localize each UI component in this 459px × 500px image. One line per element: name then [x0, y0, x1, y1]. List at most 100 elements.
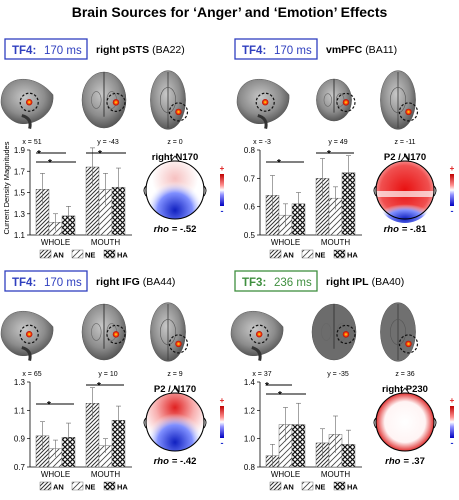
- left-ear: [143, 417, 147, 429]
- legend-label: NE: [315, 251, 325, 260]
- scalp-map: right P230+-rho = .37: [373, 384, 455, 467]
- source-blob: [342, 331, 350, 338]
- figure-title: Brain Sources for ‘Anger’ and ‘Emotion’ …: [72, 4, 388, 20]
- legend: AN NE HA: [269, 481, 358, 492]
- source-blob: [26, 331, 33, 338]
- y-tick-label: 0.8: [244, 146, 256, 155]
- slice-coordinate: x = 37: [252, 371, 271, 378]
- category-label: WHOLE: [271, 238, 300, 247]
- legend-label: HA: [347, 483, 358, 492]
- legend-label: HA: [117, 251, 128, 260]
- tf-box: [4, 270, 88, 292]
- gyrus-outline: [323, 93, 333, 107]
- y-tick-label: 1.1: [14, 231, 26, 240]
- rho-symbol: rho: [385, 456, 401, 467]
- rho-value: = -.52: [172, 224, 197, 235]
- category-label: WHOLE: [41, 238, 70, 247]
- tf-label: TF4:: [242, 45, 266, 57]
- brain-slice-cor-dark: [311, 303, 357, 361]
- category-label: MOUTH: [91, 238, 121, 247]
- brainstem: [257, 114, 268, 129]
- y-tick-label: 0.7: [244, 174, 256, 183]
- colorbar-minus: -: [221, 206, 224, 216]
- region-name: right IFG: [96, 276, 140, 288]
- brain-slice-axi: [150, 302, 189, 362]
- significance-star: *: [277, 158, 281, 169]
- rho-value: = .37: [403, 456, 424, 467]
- left-ear: [143, 185, 147, 197]
- source-dashed-circle: [106, 92, 126, 112]
- brainstem: [21, 114, 32, 129]
- head-activation-negative: [376, 194, 434, 223]
- significance-star: *: [265, 381, 269, 392]
- source-blob: [262, 99, 269, 106]
- y-tick-label: 1.9: [14, 146, 26, 155]
- y-tick-label: 0.6: [244, 203, 256, 212]
- y-tick-label: 1.3: [14, 210, 26, 219]
- slice-coordinate: y = -35: [327, 371, 349, 378]
- slice-coordinate: x = 51: [22, 139, 41, 146]
- panels: TF4: 170 ms right pSTS (BA22) x = 51 y = -43 z…: [0, 38, 455, 492]
- tf-box: [234, 38, 318, 60]
- source-dashed-circle: [398, 102, 419, 122]
- legend-swatch: [301, 249, 314, 259]
- rho-value: = -.81: [402, 224, 427, 235]
- brainstem: [251, 346, 262, 361]
- head-neutral-band: [376, 191, 434, 197]
- source-blob: [112, 99, 120, 106]
- panel-3: TF4: 170 ms right IFG (BA44) x = 65 y = 10 z =…: [0, 270, 225, 492]
- region-name: right IPL: [326, 276, 369, 288]
- source-dashed-circle: [255, 92, 275, 112]
- colorbar-plus: +: [450, 164, 455, 173]
- legend-swatch: [39, 249, 52, 259]
- tf-label: TF4:: [12, 45, 36, 57]
- y-tick-label: 0.7: [14, 463, 26, 472]
- legend-label: AN: [283, 483, 294, 492]
- slice-coordinate: z = 36: [395, 371, 414, 378]
- legend-label: NE: [315, 483, 325, 492]
- panel-2: TF4: 170 ms vmPFC (BA11) x = -3 y = 49 z = -11…: [234, 38, 455, 260]
- tf-label: TF3:: [242, 277, 266, 289]
- left-ear: [373, 417, 377, 429]
- brodmann-area: (BA40): [372, 276, 405, 288]
- slice-coordinate: z = 9: [167, 371, 182, 378]
- tf-label: TF4:: [12, 277, 36, 289]
- region-label: right pSTS (BA22): [96, 44, 185, 56]
- brainstem: [21, 346, 32, 361]
- brain-slice-axi: [380, 70, 419, 130]
- right-ear: [433, 417, 437, 429]
- y-tick-label: 1.3: [14, 378, 26, 387]
- slice-coordinate: y = 10: [98, 371, 117, 378]
- legend-swatch: [103, 249, 116, 259]
- bar-chart: 0.8 1.0 1.2 1.4 WHOLE MOUTH * *: [244, 378, 362, 479]
- y-tick-label: 0.9: [14, 435, 26, 444]
- slice-coordinate: x = -3: [253, 139, 271, 146]
- brain-slice-cor: [81, 303, 127, 361]
- tf-time: 170 ms: [44, 277, 82, 289]
- y-tick-label: 1.4: [244, 378, 256, 387]
- source-dashed-circle: [19, 324, 39, 344]
- legend-label: NE: [85, 251, 95, 260]
- scalp-map: P2 / N170+-rho = -.81: [373, 152, 455, 235]
- slice-coordinate: y = 49: [328, 139, 347, 146]
- significance-star: *: [48, 158, 52, 169]
- brodmann-area: (BA22): [152, 44, 185, 56]
- brain-slice-sag-r: [0, 79, 54, 129]
- region-label: right IFG (BA44): [96, 276, 175, 288]
- right-ear: [203, 417, 207, 429]
- right-ear: [203, 185, 207, 197]
- brain-slice-axi: [150, 70, 189, 130]
- region-label: vmPFC (BA11): [326, 44, 397, 56]
- significance-star: *: [278, 390, 282, 401]
- bar-chart: 0.5 0.6 0.7 0.8 WHOLE MOUTH * *: [244, 146, 362, 247]
- source-blob: [256, 331, 263, 338]
- source-blob: [26, 99, 33, 106]
- y-tick-label: 0.5: [244, 231, 256, 240]
- panel-4: TF3: 236 ms right IPL (BA40) x = 37 y = -35 z …: [230, 270, 455, 492]
- gyrus-outline: [321, 323, 332, 341]
- significance-star: *: [97, 381, 101, 392]
- rho-symbol: rho: [154, 224, 170, 235]
- rho-label: rho = .37: [385, 456, 425, 467]
- colorbar-minus: -: [451, 206, 454, 216]
- ventricle-outline: [160, 87, 177, 113]
